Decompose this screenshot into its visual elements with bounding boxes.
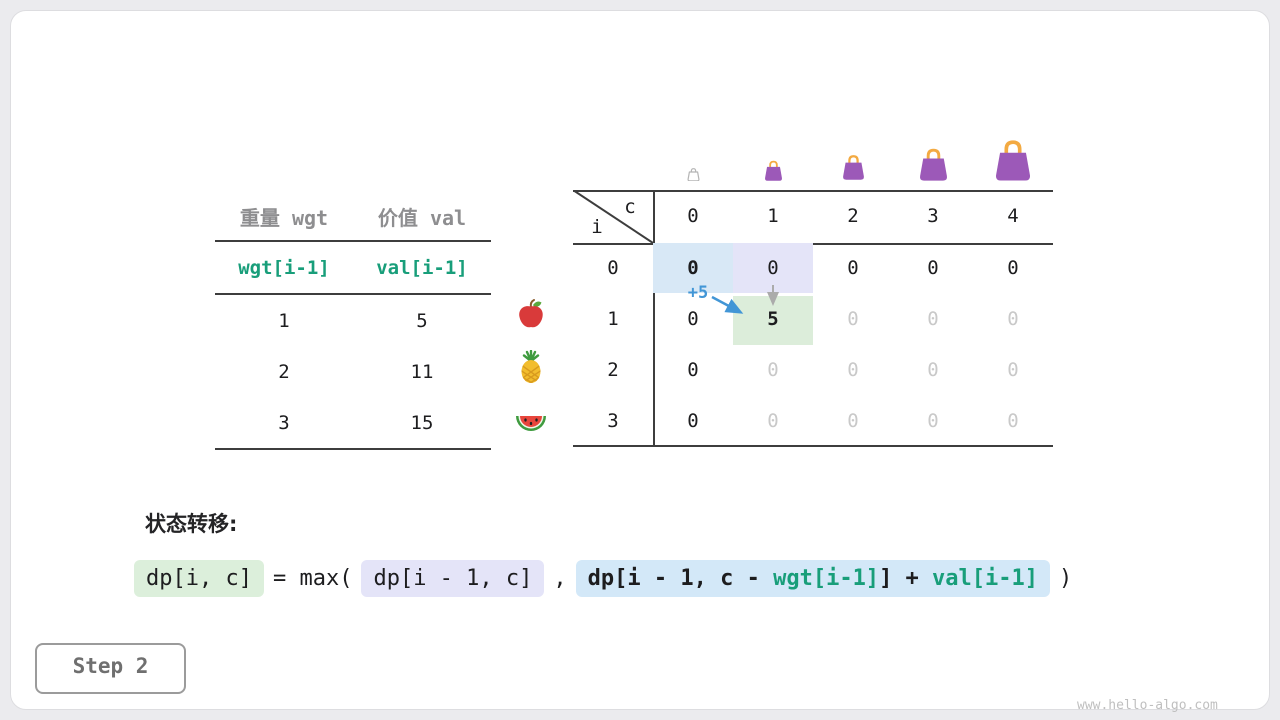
dp-cell-r0-c2: 0	[847, 257, 859, 279]
items-row-apple: 1 5	[215, 295, 491, 346]
dp-table: c i 0 1 2 3 4 0 1 2 3 0 0 0 0 0 0 5 0 0 …	[573, 190, 1053, 447]
items-table: 重量 wgt 价值 val wgt[i-1] val[i-1] 1 5 2 11…	[215, 192, 491, 450]
dp-cell-r3-c2: 0	[847, 410, 859, 432]
dp-row-header-2: 2	[607, 359, 619, 381]
dp-corner-row-label: i	[591, 216, 603, 238]
dp-row-header-3: 3	[607, 410, 619, 432]
site-watermark: www.hello-algo.com	[1077, 698, 1218, 713]
items-formula-row: wgt[i-1] val[i-1]	[215, 242, 491, 295]
dp-cell-r1-c2: 0	[847, 308, 859, 330]
dp-row-header-0: 0	[607, 257, 619, 279]
dp-cell-r2-c2: 0	[847, 359, 859, 381]
dp-cell-r1-c0: 0	[687, 308, 699, 330]
pineapple-icon	[514, 350, 548, 384]
dp-cell-r0-c0: 0	[687, 257, 699, 279]
formula-option2-val: val[i-1]	[932, 566, 1039, 591]
formula-option2: dp[i - 1, c - wgt[i-1]] + val[i-1]	[575, 560, 1051, 597]
formula-option2-mid: ] +	[879, 566, 933, 591]
dp-vertical-line	[653, 190, 655, 447]
dp-cell-r0-c1: 0	[767, 257, 779, 279]
dp-cell-r3-c1: 0	[767, 410, 779, 432]
apple-icon	[514, 297, 548, 331]
bag-xlarge-icon	[990, 136, 1036, 182]
dp-col-header-2: 2	[847, 205, 859, 227]
items-row-watermelon: 3 15	[215, 397, 491, 448]
item-value: 15	[410, 411, 434, 434]
item-weight: 3	[278, 411, 290, 434]
bag-large-icon	[915, 146, 952, 181]
dp-header-line	[573, 243, 1053, 245]
dp-top-line	[573, 190, 1053, 192]
dp-col-header-1: 1	[767, 205, 779, 227]
transition-section-label: 状态转移:	[145, 512, 238, 536]
formula-separator: ,	[553, 566, 567, 591]
dp-bottom-line	[573, 445, 1053, 447]
dp-cell-r2-c0: 0	[687, 359, 699, 381]
bag-small-icon	[762, 159, 785, 181]
items-header-row: 重量 wgt 价值 val	[215, 192, 491, 242]
formula-closing: )	[1059, 566, 1073, 591]
items-wgt-formula: wgt[i-1]	[238, 256, 330, 279]
item-value: 11	[410, 360, 434, 383]
formula-lhs: dp[i, c]	[134, 560, 264, 597]
transition-formula: dp[i, c] = max( dp[i - 1, c] , dp[i - 1,…	[134, 560, 1072, 597]
items-val-formula: val[i-1]	[376, 256, 468, 279]
dp-cell-r2-c4: 0	[1007, 359, 1019, 381]
dp-cell-r0-c4: 0	[1007, 257, 1019, 279]
bag-medium-icon	[839, 153, 868, 180]
items-col-header-weight: 重量 wgt	[239, 205, 329, 230]
dp-corner-col-label: c	[624, 196, 636, 218]
items-col-header-value: 价值 val	[377, 205, 467, 230]
formula-option2-wgt: wgt[i-1]	[773, 566, 880, 591]
dp-corner-diagonal	[573, 190, 653, 243]
dp-cell-r2-c3: 0	[927, 359, 939, 381]
plus-five-annotation: +5	[687, 283, 709, 303]
dp-cell-r2-c1: 0	[767, 359, 779, 381]
dp-cell-r1-c1: 5	[767, 308, 779, 330]
dp-row-header-1: 1	[607, 308, 619, 330]
dp-col-header-4: 4	[1007, 205, 1019, 227]
item-weight: 2	[278, 360, 290, 383]
bag-empty-icon	[686, 167, 701, 181]
dp-col-header-0: 0	[687, 205, 699, 227]
dp-cell-r0-c3: 0	[927, 257, 939, 279]
watermelon-icon	[514, 403, 548, 437]
highlight-cell-r0c0	[653, 243, 733, 293]
dp-cell-r1-c4: 0	[1007, 308, 1019, 330]
item-weight: 1	[278, 309, 290, 332]
formula-operator: = max(	[272, 566, 353, 591]
dp-col-header-3: 3	[927, 205, 939, 227]
formula-option2-prefix: dp[i - 1, c -	[587, 566, 774, 591]
dp-cell-r3-c0: 0	[687, 410, 699, 432]
dp-cell-r1-c3: 0	[927, 308, 939, 330]
highlight-cell-r0c1	[733, 243, 813, 293]
dp-cell-r3-c4: 0	[1007, 410, 1019, 432]
items-row-pineapple: 2 11	[215, 346, 491, 397]
step-badge: Step 2	[35, 643, 186, 694]
item-value: 5	[416, 309, 428, 332]
dp-cell-r3-c3: 0	[927, 410, 939, 432]
formula-option1: dp[i - 1, c]	[361, 560, 545, 597]
